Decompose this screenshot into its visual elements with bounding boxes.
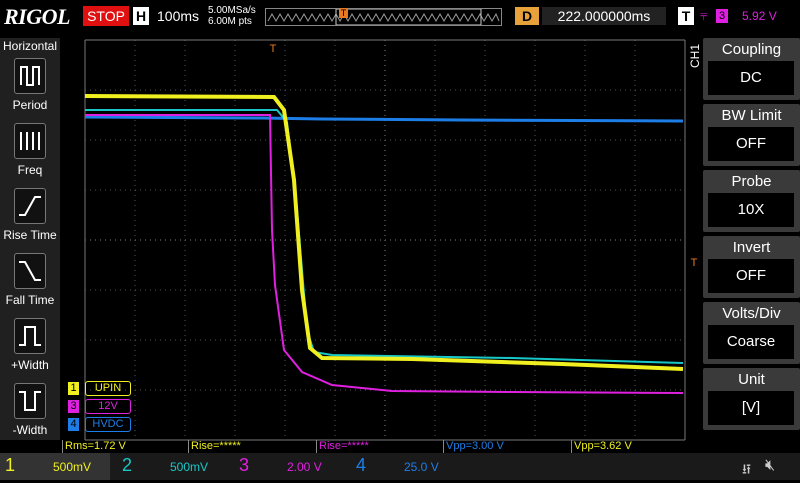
memory-wave — [267, 9, 500, 25]
channel-number[interactable]: 4 — [356, 455, 367, 475]
memory-bar: T — [265, 8, 502, 26]
trigger-slope: ⫧ — [700, 7, 708, 23]
menu-icon[interactable] — [14, 188, 46, 224]
icon-graphic — [19, 391, 41, 411]
menu-title: Invert — [732, 239, 771, 256]
menu-title: Probe — [731, 173, 772, 190]
menu-item[interactable]: Coupling DC — [703, 38, 800, 100]
channel-scale: 500mV — [170, 460, 209, 474]
memory-window — [335, 9, 482, 25]
menu-value: DC — [708, 61, 794, 95]
run-status[interactable]: STOP — [83, 6, 129, 26]
menu-value: OFF — [708, 259, 794, 293]
icon-pulse — [20, 132, 40, 150]
icon-pulse — [20, 66, 40, 86]
icon-pulse — [19, 261, 41, 281]
measurement: Vpp=3.00 V — [443, 440, 504, 453]
trigger-pos-marker: T — [270, 43, 277, 55]
menu-item[interactable]: BW Limit OFF — [703, 104, 800, 166]
sample-rate: 5.00MSa/s 6.00M pts — [208, 5, 256, 27]
channel-tag-number: 4 — [68, 418, 79, 431]
icon-pulse — [19, 326, 41, 346]
menu-value: OFF — [708, 127, 794, 161]
logo: RIGOL — [4, 4, 70, 29]
icon-pulse — [19, 391, 41, 411]
channel-tag: 1 UPIN — [68, 381, 131, 396]
delay-label: D — [515, 7, 539, 25]
sample-rate-value: 5.00MSa/s — [208, 5, 256, 16]
menu-value: Coarse — [708, 325, 794, 359]
channel-scale: 500mV — [53, 460, 92, 474]
trace-ch2 — [85, 109, 684, 364]
channel-indicator: CH1 — [688, 43, 702, 68]
menu-icon[interactable] — [14, 253, 46, 289]
icon-pulse — [19, 196, 41, 216]
channel-tag: 3 12V — [68, 399, 131, 414]
menu-label[interactable]: -Width — [12, 423, 48, 437]
menu-title: Volts/Div — [722, 305, 781, 322]
sound-icon: 🔇︎ — [765, 457, 776, 474]
measurement: Rise=***** — [188, 440, 241, 453]
channel-number[interactable]: 1 — [5, 455, 16, 475]
trigger-label: T — [678, 7, 694, 25]
trigger-source: 3 — [716, 9, 728, 23]
left-panel — [0, 38, 60, 440]
timebase: 100ms — [157, 8, 200, 24]
bottom-bar — [0, 453, 800, 480]
menu-title: Coupling — [721, 41, 782, 58]
icon-graphic — [19, 196, 41, 216]
menu-value: [V] — [708, 391, 794, 425]
channel-number[interactable]: 3 — [239, 455, 250, 475]
channel-tag-number: 3 — [68, 400, 79, 413]
measurement: Vpp=3.62 V — [571, 440, 632, 453]
menu-icon[interactable] — [14, 383, 46, 419]
menu-title: Unit — [738, 371, 765, 388]
timebase-label: H — [133, 7, 149, 25]
memory-trigger-marker: T — [339, 8, 348, 18]
menu-label[interactable]: Period — [12, 98, 48, 112]
menu-icon[interactable] — [14, 123, 46, 159]
menu-value: 10X — [708, 193, 794, 227]
menu-label[interactable]: Freq — [17, 163, 43, 177]
channel-tag-number: 1 — [68, 382, 79, 395]
usb-icon: ⭿ — [742, 461, 752, 477]
delay: 222.000000ms — [542, 7, 666, 25]
measurement: Rms=1.72 V — [62, 440, 126, 453]
menu-item[interactable]: Probe 10X — [703, 170, 800, 232]
channel-tag-label: HVDC — [85, 417, 131, 432]
active-channel-bg — [0, 453, 110, 480]
trace-ch4 — [84, 115, 684, 123]
channel-scale: 25.0 V — [404, 460, 439, 474]
channel-scale: 2.00 V — [287, 460, 322, 474]
channel-tag-label: 12V — [85, 399, 131, 414]
menu-label[interactable]: Rise Time — [3, 228, 57, 242]
icon-graphic — [20, 132, 40, 150]
menu-item[interactable]: Volts/Div Coarse — [703, 302, 800, 364]
channel-number[interactable]: 2 — [122, 455, 133, 475]
trace-ch3 — [85, 114, 684, 394]
menu-title: BW Limit — [721, 107, 782, 124]
left-panel-title: Horizontal — [2, 39, 58, 53]
waveform-area: T T — [84, 39, 698, 441]
trigger-level-marker: T — [691, 257, 698, 269]
channel-tag: 4 HVDC — [68, 417, 131, 432]
memory-pattern — [267, 12, 500, 23]
trace-ch1 — [84, 94, 684, 371]
menu-icon[interactable] — [14, 318, 46, 354]
menu-item[interactable]: Unit [V] — [703, 368, 800, 430]
memory-depth: 6.00M pts — [208, 16, 252, 27]
trigger-level: 5.92 V — [742, 9, 777, 23]
icon-graphic — [19, 261, 41, 281]
icon-graphic — [19, 326, 41, 346]
menu-icon[interactable] — [14, 58, 46, 94]
menu-label[interactable]: +Width — [11, 358, 49, 372]
measurement: Rise=***** — [316, 440, 369, 453]
icon-graphic — [20, 66, 40, 86]
menu-item[interactable]: Invert OFF — [703, 236, 800, 298]
grid — [84, 39, 686, 441]
menu-label[interactable]: Fall Time — [5, 293, 55, 307]
channel-tag-label: UPIN — [85, 381, 131, 396]
